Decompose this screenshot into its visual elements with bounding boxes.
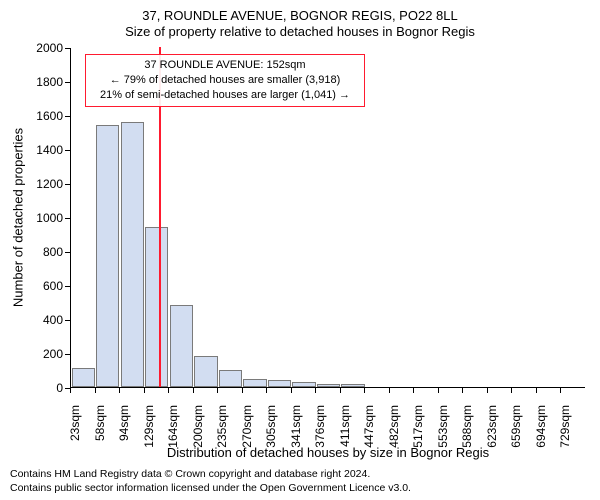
x-tick-mark	[291, 388, 292, 393]
x-tick-label: 270sqm	[240, 405, 254, 465]
x-tick-mark	[438, 388, 439, 393]
annotation-box: 37 ROUNDLE AVENUE: 152sqm← 79% of detach…	[85, 54, 365, 107]
x-tick-label: 23sqm	[68, 405, 82, 465]
x-tick-label: 694sqm	[534, 405, 548, 465]
histogram-bar	[96, 125, 119, 387]
y-axis-label: Number of detached properties	[11, 98, 26, 338]
super-title: 37, ROUNDLE AVENUE, BOGNOR REGIS, PO22 8…	[0, 8, 600, 23]
y-tick-mark	[65, 82, 70, 83]
y-tick-label: 1200	[25, 177, 63, 191]
x-tick-mark	[487, 388, 488, 393]
histogram-bar	[243, 379, 266, 388]
footer-line-1: Contains HM Land Registry data © Crown c…	[10, 468, 370, 480]
histogram-bar	[72, 368, 95, 387]
y-tick-label: 1800	[25, 75, 63, 89]
y-tick-mark	[65, 354, 70, 355]
x-tick-label: 411sqm	[338, 405, 352, 465]
plot-area: 37 ROUNDLE AVENUE: 152sqm← 79% of detach…	[70, 48, 585, 388]
histogram-bar	[219, 370, 242, 387]
y-tick-mark	[65, 218, 70, 219]
x-tick-label: 659sqm	[509, 405, 523, 465]
y-tick-label: 1600	[25, 109, 63, 123]
x-tick-mark	[536, 388, 537, 393]
x-tick-label: 553sqm	[436, 405, 450, 465]
histogram-bar	[194, 356, 217, 387]
x-tick-mark	[168, 388, 169, 393]
y-tick-label: 400	[25, 313, 63, 327]
x-tick-mark	[119, 388, 120, 393]
y-tick-label: 2000	[25, 41, 63, 55]
x-tick-mark	[70, 388, 71, 393]
x-tick-label: 200sqm	[191, 405, 205, 465]
x-tick-label: 58sqm	[93, 405, 107, 465]
x-tick-mark	[560, 388, 561, 393]
x-tick-label: 164sqm	[166, 405, 180, 465]
footer-line-2: Contains public sector information licen…	[10, 482, 411, 494]
histogram-bar	[292, 382, 315, 387]
x-tick-mark	[364, 388, 365, 393]
y-tick-label: 1400	[25, 143, 63, 157]
y-tick-mark	[65, 184, 70, 185]
x-tick-label: 305sqm	[264, 405, 278, 465]
x-tick-mark	[462, 388, 463, 393]
x-tick-mark	[315, 388, 316, 393]
x-tick-label: 729sqm	[558, 405, 572, 465]
x-tick-mark	[266, 388, 267, 393]
annotation-line: 21% of semi-detached houses are larger (…	[92, 88, 358, 103]
x-tick-mark	[413, 388, 414, 393]
y-tick-mark	[65, 252, 70, 253]
y-tick-label: 0	[25, 381, 63, 395]
x-tick-mark	[144, 388, 145, 393]
y-tick-label: 600	[25, 279, 63, 293]
x-tick-label: 94sqm	[117, 405, 131, 465]
x-tick-label: 482sqm	[387, 405, 401, 465]
chart-root: 37, ROUNDLE AVENUE, BOGNOR REGIS, PO22 8…	[0, 0, 600, 500]
histogram-bar	[121, 122, 144, 387]
x-tick-mark	[217, 388, 218, 393]
histogram-bar	[145, 227, 168, 387]
x-tick-mark	[95, 388, 96, 393]
histogram-bar	[170, 305, 193, 387]
x-tick-mark	[242, 388, 243, 393]
x-tick-mark	[389, 388, 390, 393]
y-tick-mark	[65, 150, 70, 151]
y-tick-label: 1000	[25, 211, 63, 225]
x-tick-mark	[511, 388, 512, 393]
y-tick-mark	[65, 320, 70, 321]
y-tick-label: 800	[25, 245, 63, 259]
x-tick-label: 588sqm	[460, 405, 474, 465]
annotation-line: 37 ROUNDLE AVENUE: 152sqm	[92, 58, 358, 73]
x-tick-label: 623sqm	[485, 405, 499, 465]
x-tick-label: 341sqm	[289, 405, 303, 465]
y-tick-mark	[65, 286, 70, 287]
x-tick-label: 235sqm	[215, 405, 229, 465]
x-tick-label: 517sqm	[411, 405, 425, 465]
histogram-bar	[341, 384, 364, 387]
sub-title: Size of property relative to detached ho…	[0, 24, 600, 39]
x-tick-label: 129sqm	[142, 405, 156, 465]
x-tick-mark	[340, 388, 341, 393]
y-tick-mark	[65, 48, 70, 49]
histogram-bar	[317, 384, 340, 387]
x-tick-label: 447sqm	[362, 405, 376, 465]
histogram-bar	[268, 380, 291, 387]
y-tick-mark	[65, 116, 70, 117]
annotation-line: ← 79% of detached houses are smaller (3,…	[92, 73, 358, 88]
y-tick-label: 200	[25, 347, 63, 361]
x-tick-label: 376sqm	[313, 405, 327, 465]
x-tick-mark	[193, 388, 194, 393]
